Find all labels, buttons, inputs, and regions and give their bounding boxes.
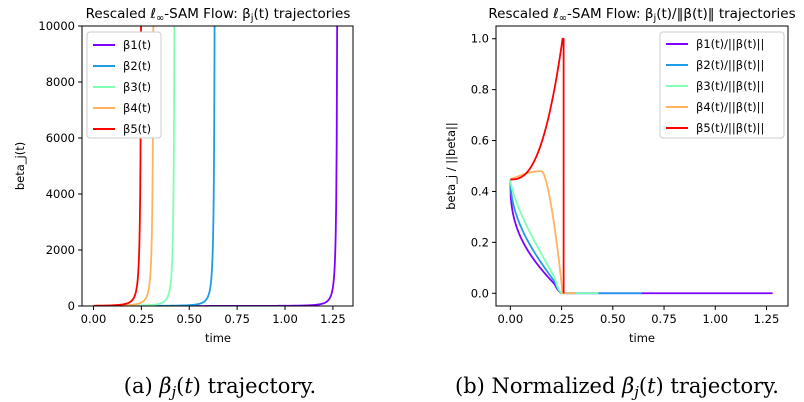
chart-b-axes: 0.00 0.25 0.50 0.75 1.00 1.25 0.0 0.2 0.4 0.6 0.8 1…: [471, 32, 780, 326]
chart-b-ylabel: beta_j / ||beta||: [444, 122, 458, 210]
chart-a-ylabel: beta_j(t): [13, 142, 27, 190]
chart-b-xlabel: time: [629, 331, 655, 345]
chart-a-legend: β1(t) β2(t) β3(t) β4(t) β5(t): [86, 31, 162, 139]
chart-a-ytick-label: 6000: [46, 131, 75, 145]
chart-a-ytick-label: 4000: [46, 187, 75, 201]
chart-b-xtick-label: 0.50: [600, 312, 626, 326]
chart-b-title: Rescaled ℓ∞-SAM Flow: βj(t)/‖β(t)‖ traje…: [488, 6, 795, 24]
chart-a-xtick-label: 1.25: [320, 312, 346, 326]
chart-a-legend-label: β3(t): [123, 80, 151, 94]
chart-a-ytick-label: 8000: [46, 75, 75, 89]
chart-b-ytick-label: 0.0: [471, 286, 489, 300]
chart-a-title: Rescaled ℓ∞-SAM Flow: βj(t) trajectories: [86, 6, 351, 24]
chart-a-ytick-label: 10000: [38, 19, 75, 33]
chart-b-ytick-label: 0.6: [471, 134, 489, 148]
chart-a-xtick-label: 0.00: [81, 312, 107, 326]
chart-a-legend-label: β5(t): [123, 122, 151, 136]
chart-a-xtick-label: 0.25: [129, 312, 155, 326]
chart-b-legend-label: β4(t)/||β(t)||: [696, 100, 764, 114]
chart-a-ytick-label: 2000: [46, 243, 75, 257]
chart-b-legend: β1(t)/||β(t)|| β2(t)/||β(t)|| β3(t)/||β(t)…: [659, 31, 785, 139]
chart-b-ytick-label: 0.8: [471, 83, 489, 97]
caption-a: (a) βj(t) trajectory.: [124, 374, 316, 401]
chart-b: Rescaled ℓ∞-SAM Flow: βj(t)/‖β(t)‖ traje…: [444, 6, 796, 345]
chart-a-xtick-label: 0.50: [176, 312, 202, 326]
chart-b-series-line: [509, 179, 642, 295]
chart-b-xtick-label: 0.00: [498, 312, 524, 326]
caption-b: (b) Normalized βj(t) trajectory.: [455, 374, 779, 401]
chart-a-ytick-label: 0: [68, 299, 75, 313]
chart-b-series-line: [510, 37, 565, 294]
chart-b-ytick-label: 1.0: [471, 32, 489, 46]
chart-b-series-line: [509, 170, 576, 295]
chart-b-legend-label: β2(t)/||β(t)||: [696, 58, 764, 72]
chart-a-xlabel: time: [205, 331, 231, 345]
chart-b-ytick-label: 0.2: [471, 235, 489, 249]
chart-b-legend-label: β1(t)/||β(t)||: [696, 37, 764, 51]
chart-b-ytick-label: 0.4: [471, 184, 489, 198]
chart-b-legend-box: [659, 31, 785, 139]
chart-a-axes: 0.00 0.25 0.50 0.75 1.00 1.25 0 2000 4000 6000 800…: [38, 19, 345, 326]
chart-b-frame: [495, 25, 789, 307]
chart-b-xtick-label: 0.75: [651, 312, 677, 326]
chart-a-legend-label: β4(t): [123, 101, 151, 115]
chart-b-legend-label: β5(t)/||β(t)||: [696, 121, 764, 135]
chart-a-xtick-label: 1.00: [272, 312, 298, 326]
chart-a-frame: [81, 25, 354, 307]
chart-a-xtick-label: 0.75: [224, 312, 250, 326]
chart-b-xtick-label: 1.00: [702, 312, 728, 326]
chart-a: Rescaled ℓ∞-SAM Flow: βj(t) trajectories…: [13, 6, 354, 345]
chart-a-legend-box: [86, 31, 162, 139]
chart-b-xtick-label: 0.25: [549, 312, 575, 326]
chart-b-series-line: [509, 179, 773, 295]
chart-b-legend-label: β3(t)/||β(t)||: [696, 79, 764, 93]
chart-a-legend-label: β1(t): [123, 38, 151, 52]
chart-b-xtick-label: 1.25: [754, 312, 780, 326]
chart-b-lines: [509, 37, 773, 295]
chart-b-series-line: [509, 179, 599, 295]
chart-a-legend-label: β2(t): [123, 59, 151, 73]
